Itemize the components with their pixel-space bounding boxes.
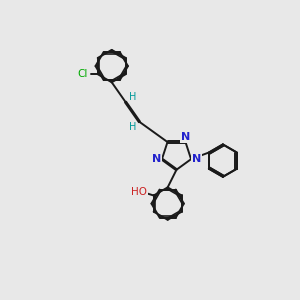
Text: N: N bbox=[152, 154, 161, 164]
Text: Cl: Cl bbox=[77, 69, 87, 79]
Text: H: H bbox=[129, 122, 136, 132]
Text: N: N bbox=[181, 132, 190, 142]
Text: N: N bbox=[192, 154, 201, 164]
Text: HO: HO bbox=[131, 187, 147, 197]
Text: H: H bbox=[129, 92, 136, 102]
